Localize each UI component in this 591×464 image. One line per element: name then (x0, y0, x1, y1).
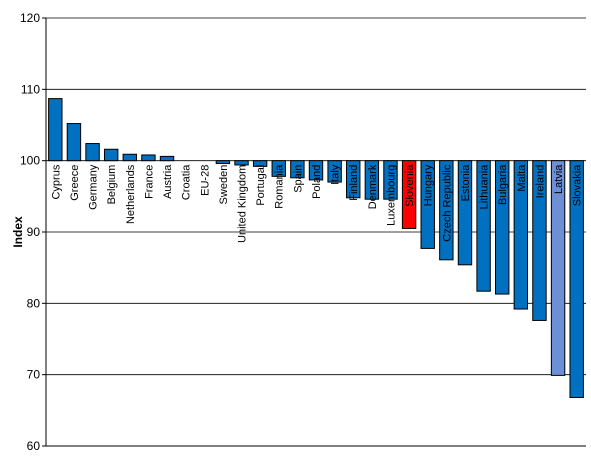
bar (346, 160, 361, 199)
category-label: Croatia (181, 164, 193, 200)
y-tick-label: 70 (27, 368, 41, 382)
bar (439, 160, 454, 261)
bar (383, 160, 398, 200)
category-label: Poland (311, 165, 323, 199)
category-label: Hungary (423, 164, 435, 206)
bar (290, 160, 305, 179)
category-label: Slovenia (404, 164, 416, 207)
y-tick-label: 80 (27, 296, 41, 310)
y-tick-label: 60 (27, 439, 41, 453)
bar (271, 160, 286, 177)
category-label: Belgium (106, 165, 118, 205)
category-label: Italy (330, 164, 342, 185)
category-label: United Kingdom (237, 165, 249, 243)
category-label: Denmark (367, 164, 379, 209)
category-label: Malta (516, 164, 528, 192)
category-label: Cyprus (50, 164, 62, 199)
bar (420, 160, 435, 249)
category-label: Netherlands (125, 164, 137, 224)
bar (550, 160, 566, 376)
bar (308, 160, 324, 181)
y-tick-label: 120 (20, 11, 40, 25)
bar (327, 160, 342, 183)
category-label: Romania (274, 164, 286, 209)
bar (159, 155, 175, 162)
bar (234, 160, 249, 166)
category-label: Portugal (255, 165, 267, 206)
bar (48, 98, 63, 162)
category-label: Sweden (218, 165, 230, 205)
bar (103, 148, 119, 162)
bar (532, 160, 547, 321)
bar (401, 160, 417, 229)
bar (141, 154, 156, 162)
category-label: Finland (348, 165, 360, 201)
bar (569, 160, 584, 398)
category-label: Estonia (460, 164, 472, 202)
category-label: Ireland (534, 165, 546, 199)
category-label: EU-28 (199, 165, 211, 196)
category-label: Czech Republic (441, 164, 453, 242)
category-label: Greece (69, 165, 81, 201)
category-label: Germany (88, 164, 100, 210)
y-tick-label: 90 (27, 225, 41, 239)
category-labels: Cyprus Greece Germany Belgium Netherlands Fra… (50, 164, 583, 243)
y-tick-label: 110 (21, 82, 40, 96)
category-label: France (143, 165, 155, 199)
y-axis-title: Index (11, 216, 25, 248)
bar (66, 123, 82, 162)
bar (252, 160, 268, 167)
category-label: Bulgaria (497, 164, 509, 205)
bar (85, 143, 100, 162)
y-axis: 60 70 80 90 100 110 120 (20, 11, 40, 453)
bar (364, 160, 380, 200)
category-label: Spain (292, 165, 304, 193)
bar (476, 160, 491, 292)
category-label: Luxembourg (385, 165, 397, 226)
y-tick-label: 100 (20, 154, 40, 168)
category-label: Lithuania (479, 164, 491, 210)
category-label: Slovakia (572, 164, 584, 206)
bar (457, 160, 473, 266)
bar (513, 160, 529, 310)
bar (122, 153, 137, 162)
category-label: Austria (162, 164, 174, 199)
bar (215, 160, 231, 165)
category-label: Latvia (553, 164, 565, 194)
bars (48, 98, 584, 398)
bar (495, 160, 510, 295)
